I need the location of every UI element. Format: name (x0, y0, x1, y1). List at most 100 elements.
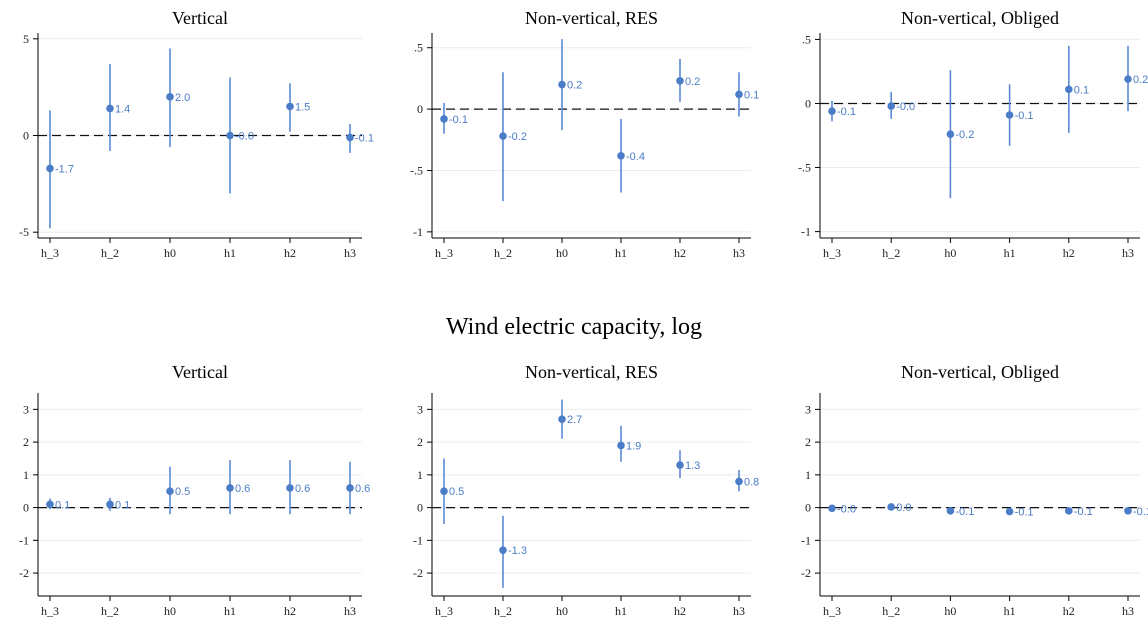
data-label: 0.5 (449, 486, 464, 498)
x-tick-label: h1 (1004, 246, 1016, 260)
y-tick-label: 0 (23, 501, 29, 515)
y-tick-label: 1 (417, 468, 423, 482)
chart-panel-1: Vertical -5 0 5 h_3 h_2 h0 h1 h2 h3 -1.7 1.4 2.0 -0.0… (19, 8, 374, 260)
x-tick-label: h2 (674, 604, 686, 618)
data-label: 1.9 (626, 440, 641, 452)
data-label: 0.1 (115, 499, 130, 511)
x-tick-label: h_2 (494, 246, 512, 260)
data-label: 1.4 (115, 103, 130, 115)
estimate-point (1124, 507, 1132, 515)
estimate-point (887, 102, 895, 110)
y-tick-label: 2 (417, 435, 423, 449)
data-label: 2.7 (567, 414, 582, 426)
panel-title: Non-vertical, RES (525, 362, 658, 382)
estimate-point (499, 132, 507, 140)
y-tick-label: -1 (413, 225, 423, 239)
x-tick-label: h0 (556, 604, 568, 618)
y-tick-label: 3 (417, 402, 423, 416)
data-label: -0.0 (235, 131, 254, 143)
x-tick-label: h_2 (101, 246, 119, 260)
x-tick-label: h_2 (101, 604, 119, 618)
estimate-point (440, 115, 448, 123)
data-label: 1.3 (685, 460, 700, 472)
estimate-point (106, 104, 114, 113)
x-tick-label: h1 (224, 246, 236, 260)
data-label: -1.3 (508, 545, 527, 557)
x-tick-label: h3 (1122, 604, 1134, 618)
chart-panel-2: Non-vertical, RES -1 -.5 0 .5 h_3 h_2 h0 h1 h2 h3 -… (410, 8, 759, 260)
x-tick-label: h2 (284, 604, 296, 618)
estimate-point (226, 131, 234, 140)
x-tick-label: h1 (1004, 604, 1016, 618)
x-tick-label: h0 (164, 604, 176, 618)
y-tick-label: 0 (23, 129, 29, 143)
estimate-point (558, 80, 566, 89)
data-label: -0.1 (355, 132, 374, 144)
x-tick-label: h_3 (41, 246, 59, 260)
data-label: -1.7 (55, 163, 74, 175)
estimate-point (166, 487, 174, 496)
x-tick-label: h2 (1063, 246, 1075, 260)
data-label: 0.2 (1133, 74, 1148, 86)
data-label: -0.0 (837, 503, 856, 515)
x-tick-label: h_3 (823, 246, 841, 260)
estimate-point (617, 441, 625, 450)
estimate-point (1124, 75, 1132, 83)
y-tick-label: -1 (801, 225, 811, 239)
y-tick-label: -2 (19, 566, 29, 580)
x-tick-label: h_3 (435, 604, 453, 618)
data-label: -0.1 (1015, 110, 1034, 122)
estimate-point (1065, 85, 1073, 94)
x-tick-label: h_2 (882, 604, 900, 618)
estimate-point (1065, 507, 1073, 515)
estimate-point (106, 500, 114, 509)
y-tick-label: 0 (805, 501, 811, 515)
panel-title: Vertical (172, 8, 228, 28)
estimate-point (617, 151, 625, 160)
y-tick-label: .5 (802, 32, 811, 46)
y-tick-label: -2 (413, 566, 423, 580)
y-tick-label: -1 (413, 533, 423, 547)
y-tick-label: 3 (805, 402, 811, 416)
panel-title: Vertical (172, 362, 228, 382)
data-label: -0.0 (896, 101, 915, 113)
chart-panel-5: Non-vertical, RES -2 -1 0 1 2 3 h_3 h_2 h0 h1 h2 h3 0… (413, 362, 759, 618)
x-tick-label: h3 (733, 246, 745, 260)
data-label: 0.2 (567, 80, 582, 92)
estimate-point (346, 484, 354, 492)
panel-title: Non-vertical, Obliged (901, 362, 1059, 382)
data-label: 0.6 (235, 483, 250, 495)
x-tick-label: h_3 (823, 604, 841, 618)
x-tick-label: h0 (164, 246, 176, 260)
data-label: 0.2 (685, 76, 700, 88)
data-label: 0.1 (1074, 84, 1089, 96)
data-label: 0.5 (175, 486, 190, 498)
data-label: 0.1 (744, 89, 759, 101)
estimate-point (286, 484, 294, 492)
estimate-point (676, 77, 684, 85)
y-tick-label: 3 (23, 402, 29, 416)
estimate-point (1005, 111, 1014, 119)
x-tick-label: h_3 (435, 246, 453, 260)
x-tick-label: h2 (284, 246, 296, 260)
estimate-point (346, 133, 354, 142)
x-tick-label: h1 (615, 604, 627, 618)
estimate-point (46, 164, 54, 173)
y-tick-label: -2 (801, 566, 811, 580)
data-label: -0.1 (449, 114, 468, 126)
data-label: 0.6 (295, 483, 310, 495)
estimate-point (828, 107, 836, 115)
x-tick-label: h3 (1122, 246, 1134, 260)
estimate-point (946, 130, 955, 139)
data-label: -0.1 (837, 106, 856, 118)
estimate-point (828, 504, 836, 513)
estimate-point (735, 90, 743, 99)
x-tick-label: h1 (224, 604, 236, 618)
estimate-point (946, 507, 955, 515)
estimate-point (166, 93, 174, 101)
x-tick-label: h2 (674, 246, 686, 260)
y-tick-label: 0 (805, 96, 811, 110)
x-tick-label: h3 (344, 604, 356, 618)
x-tick-label: h1 (615, 246, 627, 260)
